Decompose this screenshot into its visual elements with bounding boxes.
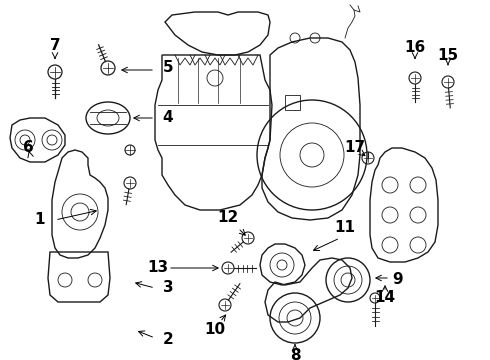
Text: 17: 17 [344, 140, 366, 156]
Text: 9: 9 [392, 273, 403, 288]
Text: 4: 4 [163, 111, 173, 126]
Text: 15: 15 [438, 48, 459, 63]
Text: 16: 16 [404, 40, 426, 55]
Text: 5: 5 [163, 60, 173, 76]
Text: 10: 10 [204, 323, 225, 338]
Text: 7: 7 [49, 37, 60, 53]
Text: 11: 11 [335, 220, 356, 235]
Bar [285, 95, 300, 110]
Text: 3: 3 [163, 280, 173, 296]
Text: 8: 8 [290, 347, 300, 360]
Text: 2: 2 [163, 333, 173, 347]
Text: 1: 1 [35, 212, 45, 228]
Text: 6: 6 [23, 140, 33, 156]
Text: 12: 12 [218, 211, 239, 225]
Text: 13: 13 [147, 261, 169, 275]
Text: 14: 14 [374, 291, 395, 306]
